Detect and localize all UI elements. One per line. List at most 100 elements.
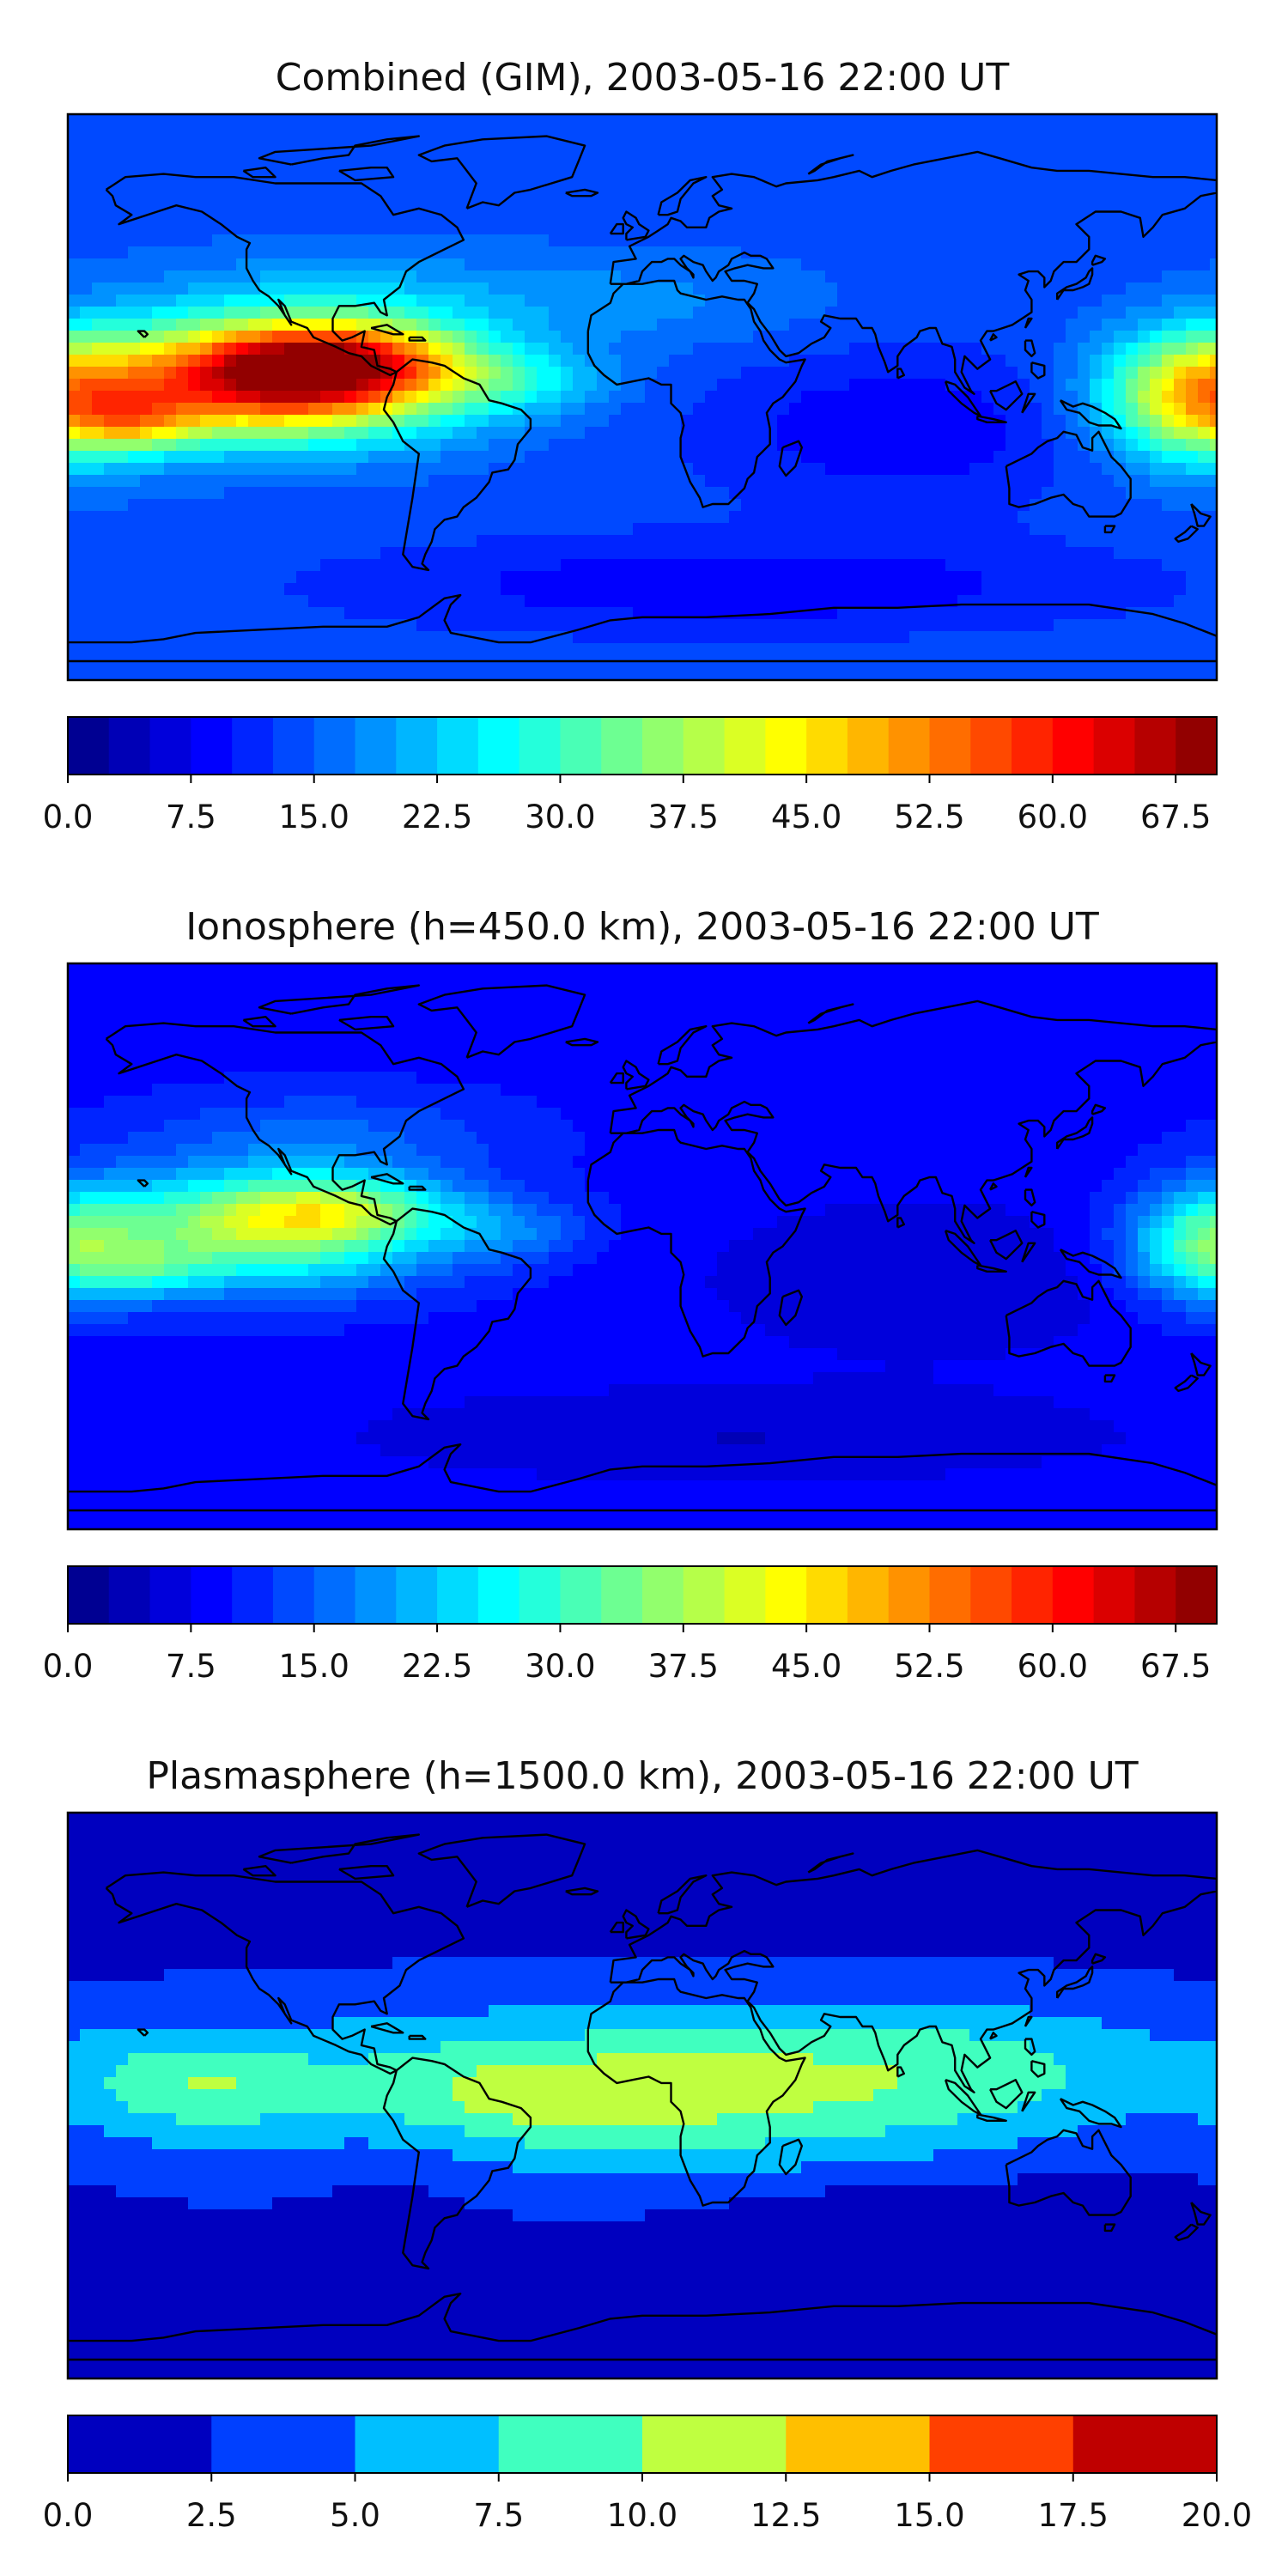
field-cell (729, 987, 742, 1000)
field-cell (1042, 463, 1054, 476)
field-cell (525, 487, 538, 500)
field-cell (1186, 186, 1199, 199)
field-cell (921, 126, 934, 139)
field-cell (657, 499, 670, 512)
field-cell (513, 487, 526, 500)
field-cell (368, 150, 381, 163)
field-cell (1150, 246, 1163, 259)
field-cell (404, 391, 417, 404)
field-cell (212, 355, 225, 368)
field-cell (416, 415, 429, 428)
field-cell (825, 499, 838, 512)
field-cell (621, 583, 634, 596)
field-cell (224, 270, 237, 283)
field-cell (609, 667, 622, 680)
field-cell (957, 499, 970, 512)
field-cell (801, 631, 814, 644)
field-cell (669, 511, 682, 524)
field-cell (236, 963, 249, 976)
field-cell (1138, 451, 1151, 464)
field-cell (224, 234, 237, 247)
field-cell (993, 246, 1006, 259)
field-cell (68, 999, 81, 1012)
field-cell (1090, 631, 1103, 644)
field-cell (140, 246, 153, 259)
field-cell (404, 138, 417, 151)
field-cell (380, 210, 393, 223)
field-cell (356, 343, 369, 355)
field-cell (1054, 307, 1066, 319)
field-cell (909, 114, 922, 127)
field-cell (717, 331, 730, 343)
field-cell (957, 583, 970, 596)
field-cell (68, 126, 81, 139)
field-cell (477, 114, 489, 127)
field-cell (1042, 355, 1054, 368)
field-cell (609, 126, 622, 139)
field-cell (729, 583, 742, 596)
field-cell (1054, 367, 1066, 380)
field-cell (789, 186, 802, 199)
field-cell (609, 186, 622, 199)
field-cell (921, 367, 934, 380)
field-cell (585, 331, 598, 343)
field-cell (465, 475, 477, 488)
field-cell (1138, 295, 1151, 307)
field-cell (368, 126, 381, 139)
field-cell (320, 307, 333, 319)
field-cell (1102, 234, 1115, 247)
field-cell (1030, 595, 1042, 608)
field-cell (272, 210, 285, 223)
field-cell (753, 451, 766, 464)
field-cell (645, 258, 658, 271)
field-cell (116, 619, 129, 632)
field-cell (609, 403, 622, 416)
field-cell (573, 667, 586, 680)
coastline (1030, 361, 1046, 380)
map-field (68, 114, 1217, 680)
field-cell (537, 331, 550, 343)
field-cell (489, 667, 501, 680)
field-cell (873, 162, 886, 175)
field-cell (549, 427, 562, 440)
field-cell (813, 667, 826, 680)
field-cell (993, 222, 1006, 235)
field-cell (945, 631, 958, 644)
field-cell (789, 307, 802, 319)
field-cell (212, 307, 225, 319)
field-cell (525, 234, 538, 247)
field-cell (1066, 295, 1078, 307)
field-cell (741, 150, 754, 163)
field-cell (537, 186, 550, 199)
field-cell (1162, 343, 1175, 355)
field-cell (152, 415, 165, 428)
field-cell (549, 114, 562, 127)
field-cell (248, 186, 261, 199)
field-cell (705, 439, 718, 452)
field-cell (152, 270, 165, 283)
field-cell (1150, 258, 1163, 271)
field-cell (717, 391, 730, 404)
field-cell (765, 523, 778, 536)
field-cell (729, 499, 742, 512)
field-cell (1090, 343, 1103, 355)
field-cell (645, 523, 658, 536)
field-cell (693, 114, 706, 127)
field-cell (128, 138, 141, 151)
field-cell (1210, 307, 1217, 319)
field-cell (801, 643, 814, 656)
field-cell (597, 198, 610, 211)
field-cell (128, 307, 141, 319)
field-cell (597, 595, 610, 608)
field-cell (200, 607, 213, 620)
field-cell (801, 487, 814, 500)
field-cell (945, 174, 958, 187)
field-cell (1138, 246, 1151, 259)
field-cell (489, 547, 501, 560)
field-cell (428, 222, 441, 235)
field-cell (272, 571, 285, 584)
field-cell (789, 222, 802, 235)
field-cell (188, 331, 201, 343)
field-cell (813, 138, 826, 151)
field-cell (477, 331, 489, 343)
